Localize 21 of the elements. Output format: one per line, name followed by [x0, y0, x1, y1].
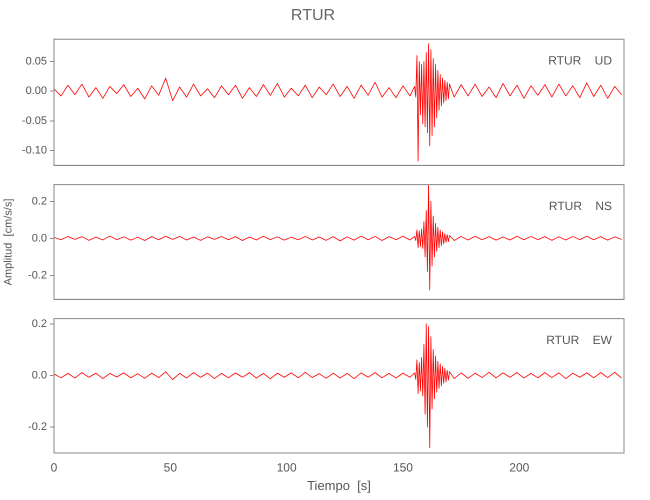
x-tick-label: 100 — [276, 460, 297, 475]
y-tick-label: 0.2 — [32, 195, 47, 208]
x-tick-label: 50 — [164, 460, 178, 475]
y-tick-label: 0.05 — [26, 56, 47, 68]
x-axis-title: Tiempo [s] — [307, 478, 371, 493]
y-tick-label: 0.0 — [32, 369, 47, 382]
x-tick-label: 200 — [509, 460, 530, 475]
x-tick-label: 150 — [392, 460, 414, 475]
y-tick-label: -0.10 — [22, 144, 47, 157]
y-tick-label: -0.2 — [28, 269, 47, 282]
y-tick-label: -0.2 — [28, 421, 47, 434]
y-tick-label: -0.05 — [22, 114, 47, 127]
y-tick-label: 0.0 — [32, 232, 47, 244]
x-tick-label: 0 — [50, 460, 58, 475]
annotation: RTUR EW — [546, 332, 613, 347]
annotation: RTUR NS — [548, 198, 612, 213]
y-axis-title: Amplitud [cm/s/s] — [2, 198, 15, 286]
y-tick-label: 0.2 — [32, 318, 47, 330]
annotation: RTUR UD — [548, 54, 612, 68]
chart-title: RTUR — [290, 7, 336, 24]
y-tick-label: 0.00 — [26, 85, 47, 98]
